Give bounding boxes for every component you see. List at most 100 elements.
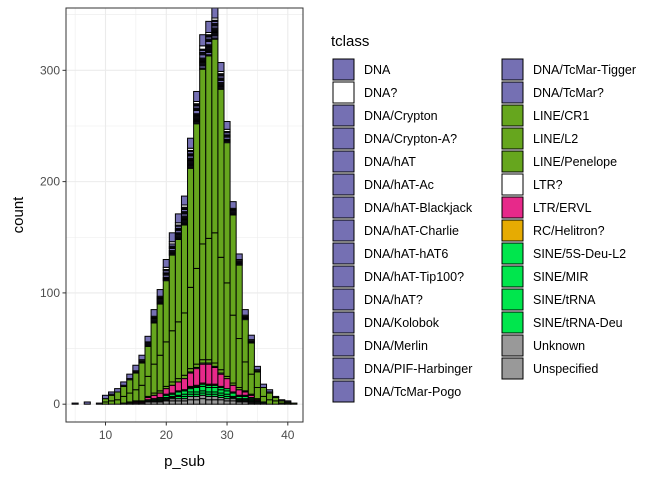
bar-segment-dna [132,364,140,372]
legend-key-dna-tcmar- [501,81,524,104]
legend-key-dna-hat [332,150,355,173]
bar-segment-line-cr1 [211,38,219,234]
bar-segment-sine-mir [180,390,189,395]
bar-segment-line-l2 [108,400,116,405]
bar-segment-line-l2 [193,267,201,365]
legend-label-dna-hat-: DNA/hAT? [364,293,423,307]
bar-segment-line-l2 [150,363,158,394]
bar-segment-line-cr1 [180,224,189,314]
bar-segment-dna-hat-charlie [199,54,207,59]
bar-segment-line-penelope [187,368,195,373]
legend-label-dna-hat-tip100-: DNA/hAT-Tip100? [364,270,464,284]
legend-label-line-cr1: LINE/CR1 [533,109,589,123]
bar-segment-unspecified [223,400,231,405]
legend-label-dna-pif-harbinger: DNA/PIF-Harbinger [364,362,472,376]
bar-segment-line-penelope [205,359,213,364]
legend-key-ltr-ervl [501,196,524,219]
bar-segment-ltr-ervl [150,394,158,400]
bar-segment-line-l2 [223,282,231,377]
bar-segment-line-cr1 [120,385,128,397]
bar-segment-sine-mir [205,387,213,393]
legend-label-dna-hat-ac: DNA/hAT-Ac [364,178,434,192]
legend-label-dna-crypton-a-: DNA/Crypton-A? [364,132,457,146]
bar-segment-line-l2 [205,237,213,361]
bar-segment-line-cr1 [205,55,213,239]
bar-segment-line-cr1 [217,88,225,258]
bar-segment-line-cr1 [138,362,146,386]
bar-segment-line-cr1 [132,372,140,391]
bar-segment-unknown [211,395,219,401]
legend-key-ltr- [501,173,524,196]
bar-segment-dna [162,259,170,268]
bar-segment-dna [193,90,201,102]
bar-segment-line-l2 [180,312,189,376]
legend-label-dna-hat-hat6: DNA/hAT-hAT6 [364,247,448,261]
bar-segment-unspecified [211,399,219,405]
bar-segment-unspecified [199,398,207,405]
bar-segment-line-penelope [168,381,176,386]
y-tick-label: 0 [53,397,60,411]
bar-segment-dna [138,354,146,361]
bar-segment-ltr-ervl [180,378,189,391]
bar-segment-line-cr1 [247,342,255,375]
bar-segment-line-l2 [247,373,255,395]
bar-segment-line-l2 [217,256,225,371]
legend-key-line-penelope [501,150,524,173]
legend-label-dna-: DNA? [364,86,397,100]
bar-segment-unspecified [217,399,225,405]
legend-key-dna [332,58,355,81]
bar-segment-line-l2 [162,341,170,387]
legend-key-dna-merlin [332,334,355,357]
bar-segment-dna [205,20,213,33]
bar-segment-line-cr1 [272,397,280,402]
legend-key-sine-trna-deu [501,311,524,334]
legend-label-dna-crypton: DNA/Crypton [364,109,438,123]
bar-segment-line-cr1 [259,387,268,397]
bar-segment-unknown [205,395,213,401]
legend-key-sine-mir [501,265,524,288]
bar-segment-dna [150,309,158,317]
bar-segment-line-penelope [180,374,189,380]
legend: tclass DNA DNA? DNA/Crypton DNA/Crypton-A? D… [331,33,636,403]
bar-segment-dna [71,402,79,405]
bar-segment-dna [144,335,152,343]
legend-key-dna-hat-tip100- [332,265,355,288]
bar-segment-line-cr1 [199,68,207,245]
bar-segment-ltr-ervl [156,392,164,399]
bar-segment-unspecified [180,400,189,405]
bar-segment-sine-mir [211,387,219,393]
bar-segment-line-penelope [193,363,201,368]
bar-segment-sine-mir [174,391,182,396]
legend-label-dna-tcmar-pogo: DNA/TcMar-Pogo [364,385,461,399]
bar-segment-line-l2 [211,232,219,364]
bar-segment-line-cr1 [168,254,176,332]
bar-segment-dna [168,232,176,243]
bar-segment-line-penelope [211,362,219,367]
legend-label-dna-hat-charlie: DNA/hAT-Charlie [364,224,459,238]
legend-key-dna-hat-hat6 [332,242,355,265]
bar-segment-dna- [199,45,207,50]
bar-segment-unspecified [205,399,213,405]
bar-segment-sine-mir [223,390,231,395]
y-tick-label: 100 [40,286,60,300]
bar-segment-dna [114,388,122,393]
bar-segment-line-cr1 [101,398,110,403]
legend-label-unspecified: Unspecified [533,362,598,376]
bar-segment-unknown [199,394,207,400]
legend-key-line-l2 [501,127,524,150]
bar-segment-unspecified [162,400,170,405]
bar-segment-line-cr1 [266,392,274,401]
bar-segment-ltr-ervl [229,384,237,393]
legend-label-sine-trna: SINE/tRNA [533,293,596,307]
bar-segment-dna [199,34,207,47]
bar-segment-dna [278,399,286,402]
bar-segment-line-l2 [120,395,128,404]
bar-segment-line-cr1 [193,123,201,269]
bar-segment-dna [247,334,255,341]
bar-segment-line-penelope [174,378,182,383]
legend-label-sine-mir: SINE/MIR [533,270,589,284]
bar-segment-line-l2 [229,314,237,384]
bar-segment-dna [259,383,268,388]
bar-segment-dna [284,400,292,403]
legend-label-ltr-: LTR? [533,178,563,192]
